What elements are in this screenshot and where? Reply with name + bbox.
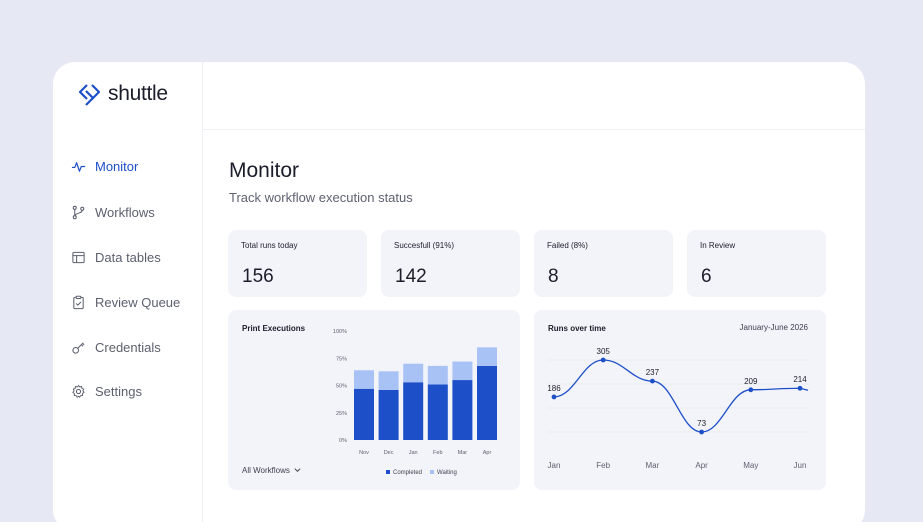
legend-label: Waiting [437,470,457,476]
stat-label: In Review [700,241,736,250]
activity-icon [71,162,86,172]
brand-logo[interactable]: shuttle [77,82,168,106]
stat-label: Succesfull (91%) [394,241,455,250]
bar-completed [354,388,374,440]
y-tick-label: 75% [336,356,347,362]
stat-value: 8 [548,266,559,287]
filter-label: All Workflows [242,466,290,475]
sidebar-item-label: Data tables [95,250,161,265]
x-tick-label: Jan [548,461,561,470]
y-tick-label: 25% [336,411,347,417]
header-divider [203,129,865,130]
stat-card-total-runs: Total runs today 156 [228,230,367,297]
x-tick-label: Apr [695,461,708,470]
table-icon [72,251,85,264]
print-executions-chart: 100% 75% 50% 25% 0% Nov Dec Jan Feb Mar Apr [333,329,497,456]
sidebar-item-workflows[interactable]: Workflows [71,205,155,220]
x-tick-label: May [743,461,758,470]
stat-value: 142 [395,266,427,287]
sidebar-item-label: Credentials [95,340,161,355]
legend-label: Completed [393,470,423,476]
bar-completed [403,382,424,440]
sidebar-item-review-queue[interactable]: Review Queue [71,295,180,310]
bar-waiting [403,363,424,383]
data-label: 214 [793,375,807,384]
sidebar-item-monitor[interactable]: Monitor [71,159,138,174]
legend-completed: Completed [386,470,422,476]
data-label: 305 [597,347,611,356]
x-tick-label: Feb [433,450,442,456]
page-title: Monitor [229,159,300,182]
sidebar-item-label: Settings [95,384,142,399]
shuttle-logo-icon [78,84,101,106]
chevron-down-icon [294,468,301,473]
bar-waiting [427,365,448,385]
bar-completed [452,380,473,440]
series-line [553,359,809,433]
legend-waiting: Waiting [430,470,457,476]
bar-waiting [354,370,374,389]
x-tick-label: Apr [483,450,492,456]
date-range: January-June 2026 [739,323,809,332]
bar-completed [378,389,399,440]
sidebar-item-label: Monitor [95,159,139,174]
main-content: Monitor Track workflow execution status … [203,130,865,522]
sidebar-item-data-tables[interactable]: Data tables [71,250,161,265]
sidebar-item-settings[interactable]: Settings [71,384,142,399]
stat-card-successful: Succesfull (91%) 142 [381,230,520,297]
x-tick-label: Dec [384,450,394,456]
bar-waiting [378,371,399,390]
key-icon [72,342,85,354]
x-tick-label: Mar [646,461,660,470]
y-tick-label: 50% [336,384,347,390]
x-tick-label: Jun [794,461,807,470]
workflow-filter-dropdown[interactable]: All Workflows [242,466,301,475]
y-tick-label: 0% [339,438,347,444]
print-executions-panel: Print Executions 100% 75% 50% 25% 0% Nov Dec Ja… [228,310,520,490]
page-subtitle: Track workflow execution status [229,190,413,205]
runs-over-time-chart: 186 Jan 305 Feb 237 Mar 73 Apr 209 May 214 Jun [547,347,810,470]
app-window: shuttle Monitor Workflows Data tables Re… [53,62,865,522]
chart-legend: Completed Waiting [386,470,457,476]
data-point [797,385,803,391]
stat-card-failed: Failed (8%) 8 [534,230,673,297]
x-tick-label: Jan [409,450,418,456]
data-label: 237 [646,368,660,377]
stat-value: 156 [242,266,274,287]
x-tick-label: Feb [596,461,610,470]
data-point [699,429,704,435]
clipboard-check-icon [73,295,84,310]
runs-over-time-panel: Runs over time January-June 2026 186 Jan 3… [534,310,826,490]
x-tick-label: Mar [458,450,468,456]
y-tick-label: 100% [333,329,347,335]
sidebar: shuttle Monitor Workflows Data tables Re… [53,62,203,522]
data-label: 73 [697,419,706,428]
data-point [600,357,606,363]
data-point [748,387,754,393]
data-label: 209 [744,377,758,386]
legend-swatch [430,470,435,475]
bar-waiting [452,361,473,381]
panel-title: Runs over time [548,324,606,333]
stat-value: 6 [701,266,712,287]
stat-label: Failed (8%) [547,241,588,250]
data-point [551,394,557,400]
brand-name: shuttle [108,82,168,105]
stat-label: Total runs today [241,241,298,250]
stat-card-in-review: In Review 6 [687,230,826,297]
gear-icon [72,384,85,398]
data-label: 186 [547,384,561,393]
bar-waiting [477,347,497,366]
git-branch-icon [72,205,85,220]
panel-title: Print Executions [242,324,306,333]
x-tick-label: Nov [359,450,369,456]
sidebar-item-label: Workflows [95,205,155,220]
sidebar-item-credentials[interactable]: Credentials [71,340,161,355]
sidebar-item-label: Review Queue [95,295,181,310]
bar-completed [477,365,497,440]
bar-completed [427,384,448,440]
data-point [650,378,655,384]
legend-swatch [386,470,390,475]
